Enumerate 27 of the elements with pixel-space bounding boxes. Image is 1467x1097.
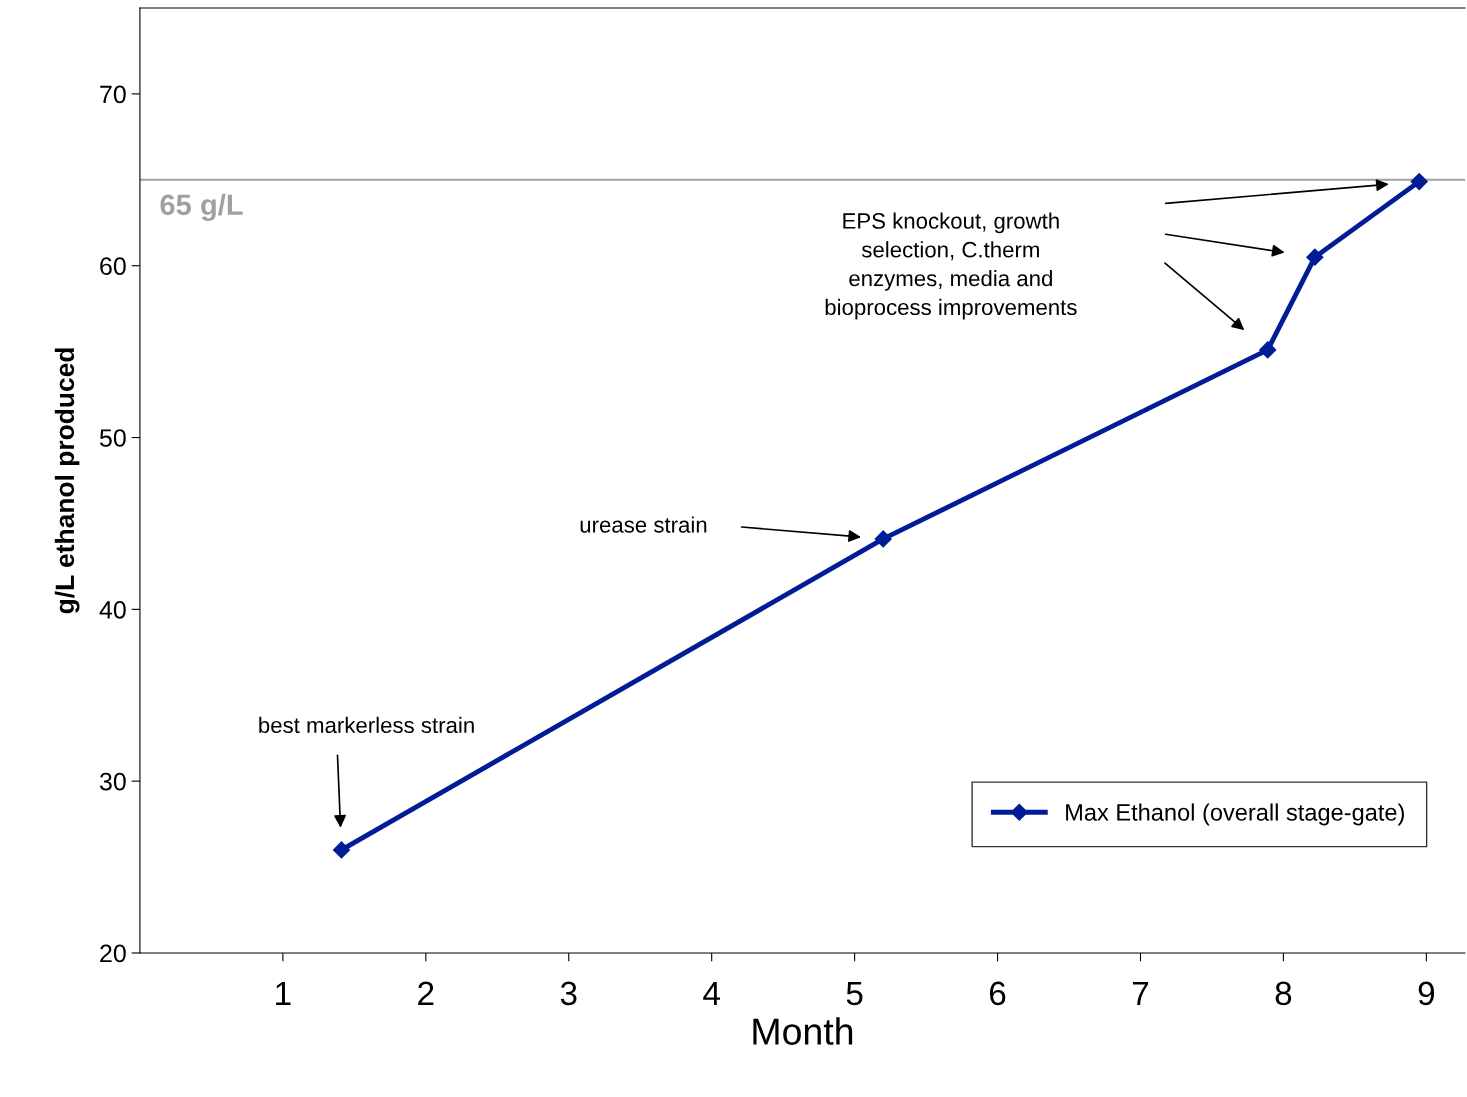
point — [874, 530, 892, 548]
point — [1410, 172, 1428, 191]
y-tick-label: 50 — [99, 429, 126, 447]
point — [1259, 341, 1277, 359]
x-tick-label: 2 — [418, 981, 434, 1005]
point — [332, 841, 351, 859]
annotation: EPS knockout, growth selection, C.therm enzymes, media and bioprocess improvements — [825, 212, 1077, 320]
y-axis-title: g/L ethanol produced — [54, 348, 80, 614]
point — [1306, 248, 1324, 266]
y-tick-label: 20 — [100, 944, 126, 963]
x-tick-label: 8 — [1275, 981, 1292, 1006]
x-tick-label: 5 — [846, 981, 863, 1006]
x-tick-label: 7 — [1132, 981, 1149, 1005]
y-tick-label: 70 — [100, 85, 126, 104]
x-tick-label: 3 — [560, 981, 577, 1006]
annotation: urease strain — [580, 516, 707, 533]
x-tick-label: 4 — [703, 981, 720, 1005]
annotation: best markerless strain — [259, 716, 474, 734]
x-tick-label: 6 — [989, 981, 1006, 1006]
x-tick-label: 1 — [276, 981, 291, 1005]
ref-line-label: 65 g/L — [160, 193, 243, 222]
y-tick-label: 60 — [100, 257, 126, 276]
x-tick-label: 9 — [1418, 981, 1435, 1006]
y-tick-label: 40 — [99, 600, 126, 619]
y-tick-label: 30 — [99, 772, 126, 791]
x-axis-title: Month — [753, 1017, 853, 1045]
legend-label: Max Ethanol (overall stage-gate) — [1066, 803, 1404, 826]
